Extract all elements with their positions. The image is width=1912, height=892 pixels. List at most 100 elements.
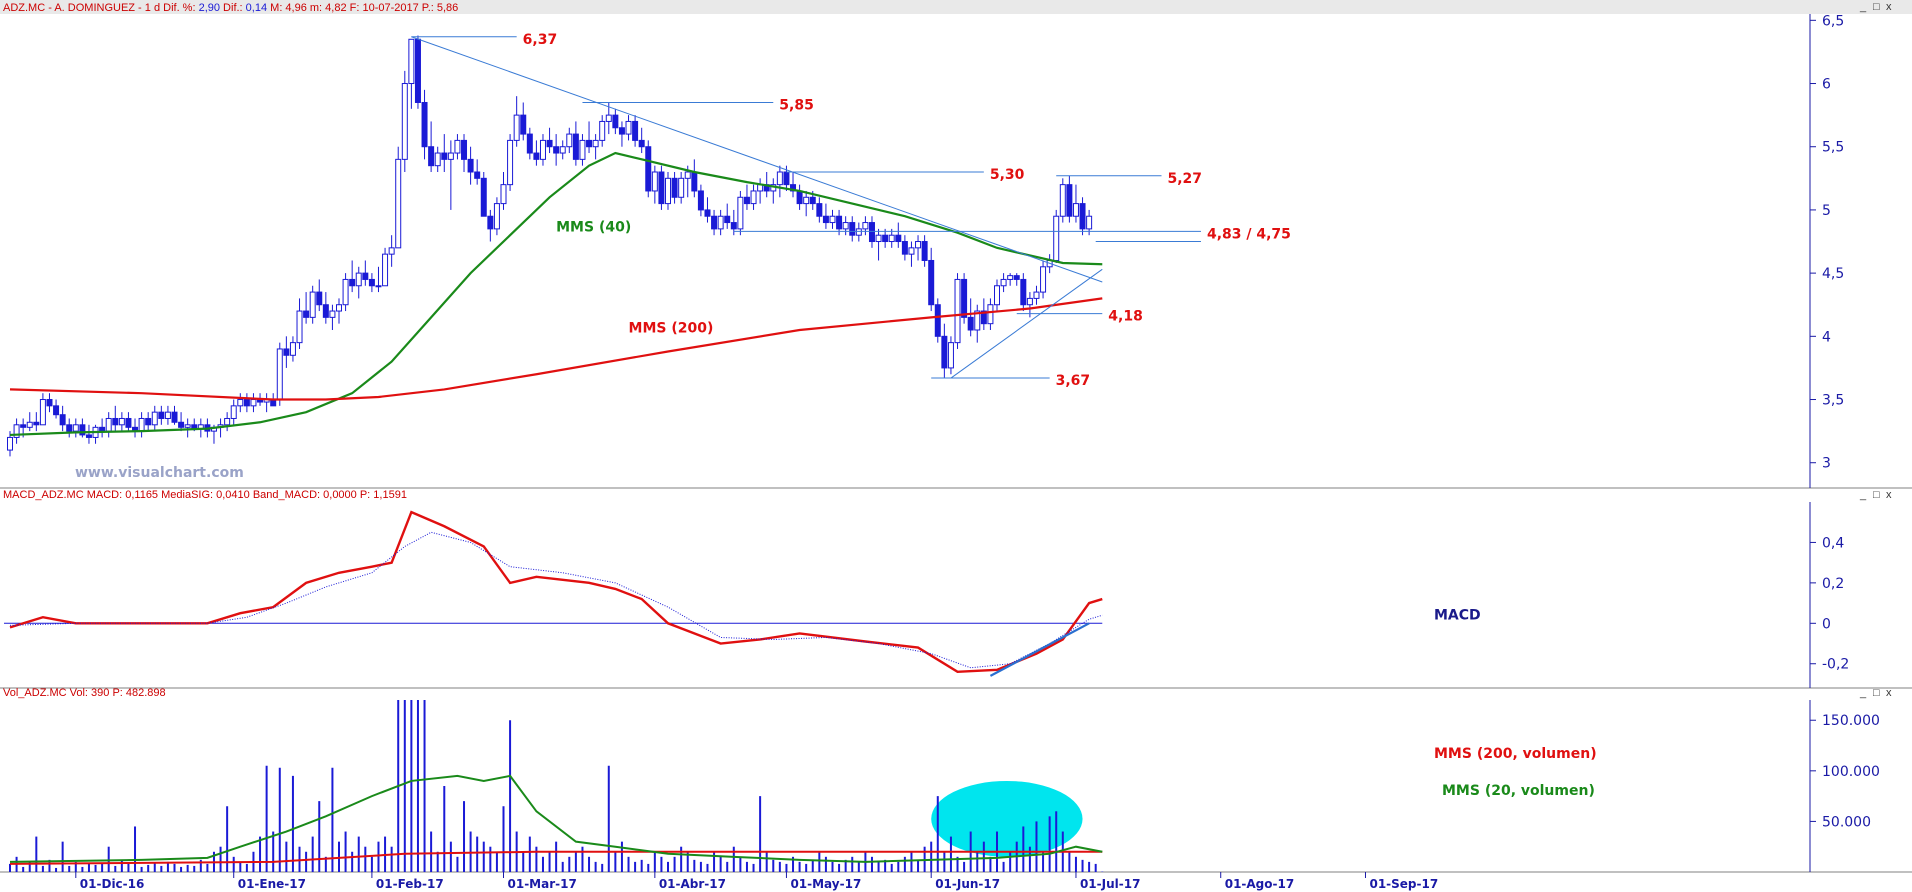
panel-control-0: _ bbox=[1859, 489, 1867, 501]
candle-body bbox=[855, 228, 862, 236]
y-tick-label: 0,4 bbox=[1822, 535, 1844, 551]
candle-body bbox=[105, 417, 112, 432]
candle-body bbox=[882, 234, 889, 243]
y-tick-label: 4,5 bbox=[1822, 266, 1844, 282]
candle-body bbox=[467, 158, 474, 173]
candle-body bbox=[461, 139, 468, 160]
candle-body bbox=[39, 399, 46, 426]
candle-body bbox=[1040, 266, 1047, 293]
candle-body bbox=[362, 272, 369, 280]
candle-body bbox=[987, 304, 994, 325]
x-tick-label: 01-Abr-17 bbox=[659, 877, 726, 891]
x-tick-label: 01-Dic-16 bbox=[80, 877, 145, 891]
candle-body bbox=[704, 209, 711, 217]
candle-body bbox=[1053, 215, 1060, 261]
level-label: 5,85 bbox=[779, 97, 814, 113]
candle-body bbox=[803, 196, 810, 205]
candle-body bbox=[20, 424, 27, 428]
candle-body bbox=[158, 411, 165, 419]
candle-body bbox=[276, 348, 283, 401]
trendline bbox=[950, 268, 1103, 379]
x-tick-label: 01-Jul-17 bbox=[1080, 877, 1140, 891]
candle-body bbox=[250, 399, 257, 407]
title-bar bbox=[0, 0, 1912, 14]
panel-control-2: x bbox=[1886, 687, 1892, 699]
moving-average-line bbox=[9, 297, 1103, 401]
candle-body bbox=[868, 222, 875, 243]
candle-body bbox=[1013, 275, 1020, 280]
candle-body bbox=[1000, 278, 1007, 287]
candle-body bbox=[612, 114, 619, 129]
volume-panel-title: Vol_ADZ.MC Vol: 390 P: 482.898 bbox=[3, 687, 166, 699]
candle-body bbox=[836, 215, 843, 230]
candle-body bbox=[474, 171, 481, 179]
candle-body bbox=[967, 316, 974, 331]
candle-body bbox=[349, 278, 356, 287]
candle-body bbox=[822, 215, 829, 224]
candle-body bbox=[895, 234, 902, 243]
candle-body bbox=[454, 139, 461, 154]
candle-body bbox=[434, 152, 441, 167]
candle-body bbox=[711, 215, 718, 230]
series-label: MMS (200) bbox=[629, 321, 714, 337]
y-tick-label: 0 bbox=[1822, 616, 1831, 632]
y-tick-label: 0,2 bbox=[1822, 576, 1844, 592]
candle-body bbox=[961, 278, 968, 318]
candle-body bbox=[671, 177, 678, 198]
panel-control-1: □ bbox=[1873, 489, 1880, 501]
candle-body bbox=[520, 114, 527, 135]
candle-body bbox=[441, 152, 448, 160]
candle-body bbox=[658, 171, 665, 205]
candle-body bbox=[289, 342, 296, 356]
y-tick-label: -0,2 bbox=[1822, 657, 1849, 673]
candle-body bbox=[783, 171, 790, 186]
candle-body bbox=[737, 196, 744, 230]
candle-body bbox=[118, 417, 125, 426]
watermark: www.visualchart.com bbox=[75, 465, 244, 481]
candle-body bbox=[526, 133, 533, 154]
y-tick-label: 5 bbox=[1822, 203, 1831, 219]
candle-body bbox=[487, 215, 494, 230]
volume-series-label: MMS (20, volumen) bbox=[1442, 783, 1595, 799]
candle-body bbox=[342, 278, 349, 306]
x-tick-label: 01-Mar-17 bbox=[508, 877, 577, 891]
moving-average-line bbox=[9, 151, 1103, 437]
candle-body bbox=[1026, 297, 1033, 306]
title-part: Dif.: bbox=[220, 2, 246, 14]
candle-body bbox=[625, 120, 632, 135]
candle-body bbox=[178, 421, 185, 428]
candle-body bbox=[79, 424, 86, 436]
macd-line bbox=[9, 510, 1103, 674]
candle-body bbox=[316, 291, 323, 306]
macd-label: MACD bbox=[1434, 607, 1481, 623]
candle-body bbox=[164, 411, 171, 419]
title-part: ADZ.MC - A. DOMINGUEZ - 1 d Dif. %: bbox=[3, 2, 199, 14]
candle-body bbox=[421, 101, 428, 148]
candle-body bbox=[309, 291, 316, 318]
candle-body bbox=[1079, 203, 1086, 230]
y-tick-label: 50.000 bbox=[1822, 814, 1871, 830]
candle-body bbox=[618, 127, 625, 135]
candle-body bbox=[651, 171, 658, 192]
y-tick-label: 5,5 bbox=[1822, 140, 1844, 156]
candle-body bbox=[493, 203, 500, 230]
candle-body bbox=[1007, 275, 1014, 280]
y-tick-label: 100.000 bbox=[1822, 764, 1880, 780]
panel-control-0: _ bbox=[1859, 1, 1867, 13]
candle-body bbox=[59, 414, 66, 426]
candle-body bbox=[72, 424, 79, 432]
candle-body bbox=[684, 171, 691, 179]
candle-body bbox=[355, 272, 362, 287]
candle-body bbox=[915, 241, 922, 249]
x-tick-label: 01-Ene-17 bbox=[238, 877, 306, 891]
y-tick-label: 6 bbox=[1822, 77, 1831, 93]
candle-body bbox=[224, 417, 231, 426]
candle-body bbox=[1072, 203, 1079, 217]
candle-body bbox=[414, 38, 421, 103]
volume-series-label: MMS (200, volumen) bbox=[1434, 746, 1597, 762]
x-tick-label: 01-Ago-17 bbox=[1225, 877, 1294, 891]
candle-body bbox=[395, 158, 402, 249]
candle-body bbox=[375, 285, 382, 288]
macd-panel-title: MACD_ADZ.MC MACD: 0,1165 MediaSIG: 0,041… bbox=[3, 489, 407, 501]
